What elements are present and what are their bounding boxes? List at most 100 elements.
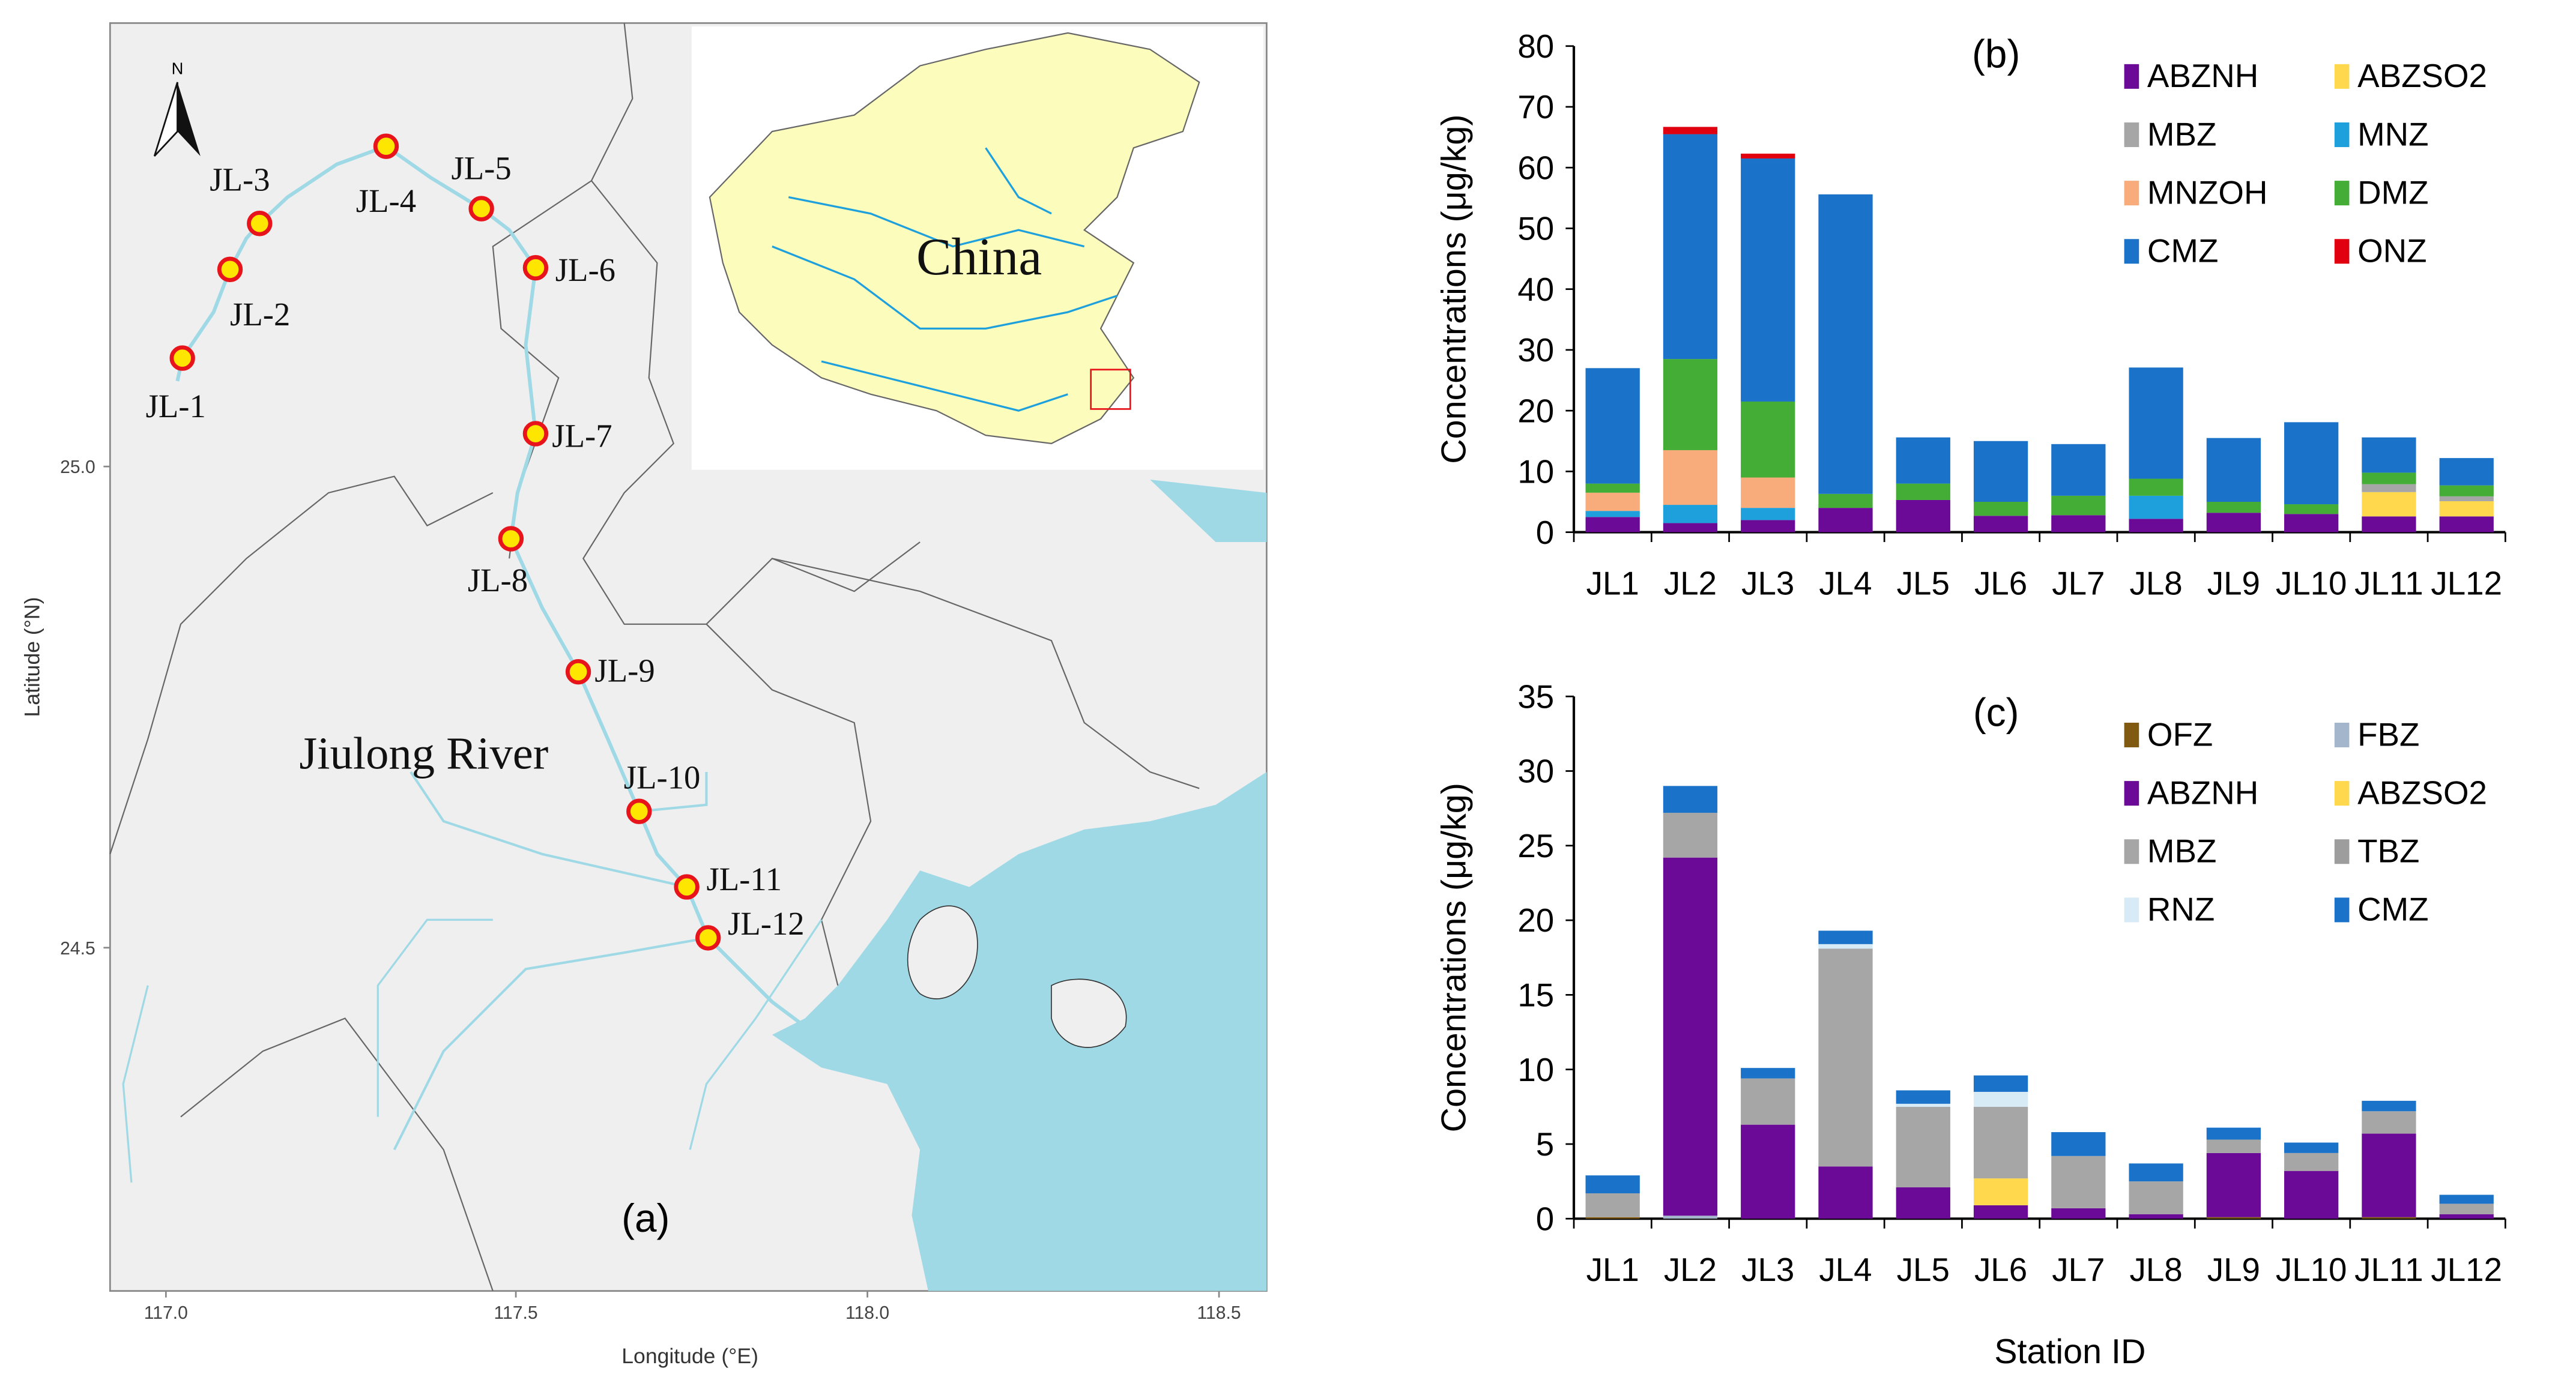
bar-segment-cmz-jl12: [2439, 1195, 2494, 1204]
bar-segment-abznh-jl4: [1818, 1166, 1873, 1219]
legend-swatch: [2334, 239, 2350, 264]
bar-segment-abznh-jl11: [2362, 1133, 2416, 1217]
bar-segment-dmz-jl10: [2284, 504, 2339, 514]
bar-segment-abznh-jl5: [1896, 499, 1950, 532]
bar-segment-abznh-jl7: [2051, 515, 2106, 532]
x-tick-label: JL2: [1664, 565, 1717, 602]
bar-segment-abznh-jl4: [1818, 508, 1873, 532]
panel-label: (b): [1972, 32, 2020, 76]
legend-swatch: [2124, 64, 2139, 89]
bar-segment-mbz-jl9: [2206, 1139, 2261, 1153]
x-tick-label: JL10: [2276, 1251, 2347, 1288]
legend-label: ABZNH: [2147, 57, 2258, 94]
y-tick-label: 15: [1517, 977, 1554, 1014]
bar-segment-abzso2-jl6: [1973, 1178, 2028, 1205]
bar-segment-mbz-jl8: [2129, 1181, 2183, 1214]
china-outline: [709, 32, 1200, 444]
y-tick-label: 40: [1517, 271, 1554, 308]
bar-segment-dmz-jl1: [1585, 483, 1640, 493]
station-marker: [468, 196, 494, 221]
legend-label: MNZ: [2357, 115, 2429, 152]
legend-label: OFZ: [2147, 716, 2213, 753]
y-tick-label: 10: [1517, 453, 1554, 490]
station-marker: [522, 255, 549, 281]
map-panel: China N JL-1 JL-2 JL-3 JL-4 JL-5 JL-6 JL-7 JL-8…: [20, 22, 1268, 1368]
bar-segment-cmz-jl6: [1973, 441, 2028, 502]
legend-label: DMZ: [2357, 173, 2429, 211]
panel-label: (c): [1973, 690, 2019, 734]
bar-segment-dmz-jl11: [2362, 472, 2416, 484]
bar-segment-mnz-jl8: [2129, 495, 2183, 519]
station-label: JL-11: [706, 861, 782, 897]
legend-swatch: [2334, 839, 2350, 864]
bar-segment-rnz-jl4: [1818, 944, 1873, 949]
bar-segment-cmz-jl12: [2439, 458, 2494, 486]
station-label: JL-1: [146, 388, 206, 424]
station-marker: [522, 421, 549, 447]
x-tick-label: JL4: [1819, 1251, 1872, 1288]
bar-segment-abznh-jl2: [1663, 523, 1718, 532]
x-tick-label: JL10: [2276, 565, 2347, 602]
x-axis-label: Station ID: [1994, 1333, 2145, 1371]
bar-segment-rnz-jl6: [1973, 1091, 2028, 1107]
legend-label: TBZ: [2357, 833, 2419, 870]
y-tick-label: 30: [1517, 331, 1554, 369]
map-y-axis-label: Latitude (°N): [20, 597, 44, 717]
bar-segment-mnzoh-jl3: [1741, 477, 1795, 508]
bar-segment-abznh-jl10: [2284, 514, 2339, 532]
bar-segment-abznh-jl10: [2284, 1171, 2339, 1219]
sea-area: [772, 480, 1267, 1291]
bar-segment-mbz-jl11: [2362, 484, 2416, 492]
legend-swatch: [2124, 781, 2139, 806]
bar-segment-ofz-jl9: [2206, 1217, 2261, 1219]
bar-segment-mbz-jl12: [2439, 1204, 2494, 1214]
bar-segment-abznh-jl9: [2206, 513, 2261, 532]
county-boundaries: [109, 23, 1200, 1291]
bar-segment-mbz-jl12: [2439, 496, 2494, 501]
station-marker: [373, 133, 399, 159]
y-axis-label: Concentrations (μg/kg): [1435, 115, 1473, 464]
bar-segment-cmz-jl3: [1741, 1068, 1795, 1079]
station-marker: [217, 256, 243, 283]
x-tick-label: JL8: [2130, 565, 2183, 602]
station-label: JL-2: [230, 296, 290, 333]
river-label: Jiulong River: [299, 728, 548, 779]
bar-segment-cmz-jl8: [2129, 1163, 2183, 1182]
legend-swatch: [2124, 722, 2139, 748]
legend-swatch: [2334, 897, 2350, 923]
legend-swatch: [2124, 239, 2139, 264]
station-marker: [626, 798, 652, 824]
bar-segment-dmz-jl8: [2129, 478, 2183, 496]
map-x-axis-label: Longitude (°E): [621, 1344, 758, 1368]
svg-text:N: N: [172, 59, 184, 77]
bar-segment-dmz-jl2: [1663, 359, 1718, 450]
bar-segment-abznh-jl3: [1741, 520, 1795, 532]
station-marker: [247, 211, 273, 237]
legend-label: ONZ: [2357, 232, 2426, 270]
y-tick-label: 10: [1517, 1051, 1554, 1088]
island: [1051, 978, 1127, 1048]
y-tick-label: 80: [1517, 28, 1554, 65]
legend-swatch: [2334, 64, 2350, 89]
legend-swatch: [2124, 122, 2139, 148]
bar-segment-rnz-jl5: [1896, 1103, 1950, 1107]
y-tick-label: 50: [1517, 210, 1554, 247]
x-tick-label: JL11: [2354, 565, 2423, 602]
legend-label: RNZ: [2147, 891, 2215, 928]
legend-swatch: [2334, 781, 2350, 806]
map-y-tick-label: 25.0: [60, 457, 95, 477]
x-tick-label: JL12: [2431, 1251, 2502, 1288]
bar-segment-abznh-jl7: [2051, 1208, 2106, 1219]
station-label: JL-9: [594, 652, 655, 689]
x-tick-label: JL9: [2207, 1251, 2260, 1288]
station-marker: [498, 526, 524, 552]
bar-segment-abznh-jl3: [1741, 1124, 1795, 1219]
x-tick-label: JL3: [1741, 1251, 1794, 1288]
station-marker: [674, 874, 700, 900]
station-markers: JL-1 JL-2 JL-3 JL-4 JL-5 JL-6 JL-7 JL-8 JL-9 JL-1…: [146, 133, 805, 951]
legend-label: MBZ: [2147, 833, 2216, 870]
bar-segment-cmz-jl2: [1663, 134, 1718, 360]
station-label: JL-7: [552, 417, 612, 454]
bar-segment-abzso2-jl12: [2439, 501, 2494, 517]
x-tick-label: JL1: [1586, 1251, 1639, 1288]
